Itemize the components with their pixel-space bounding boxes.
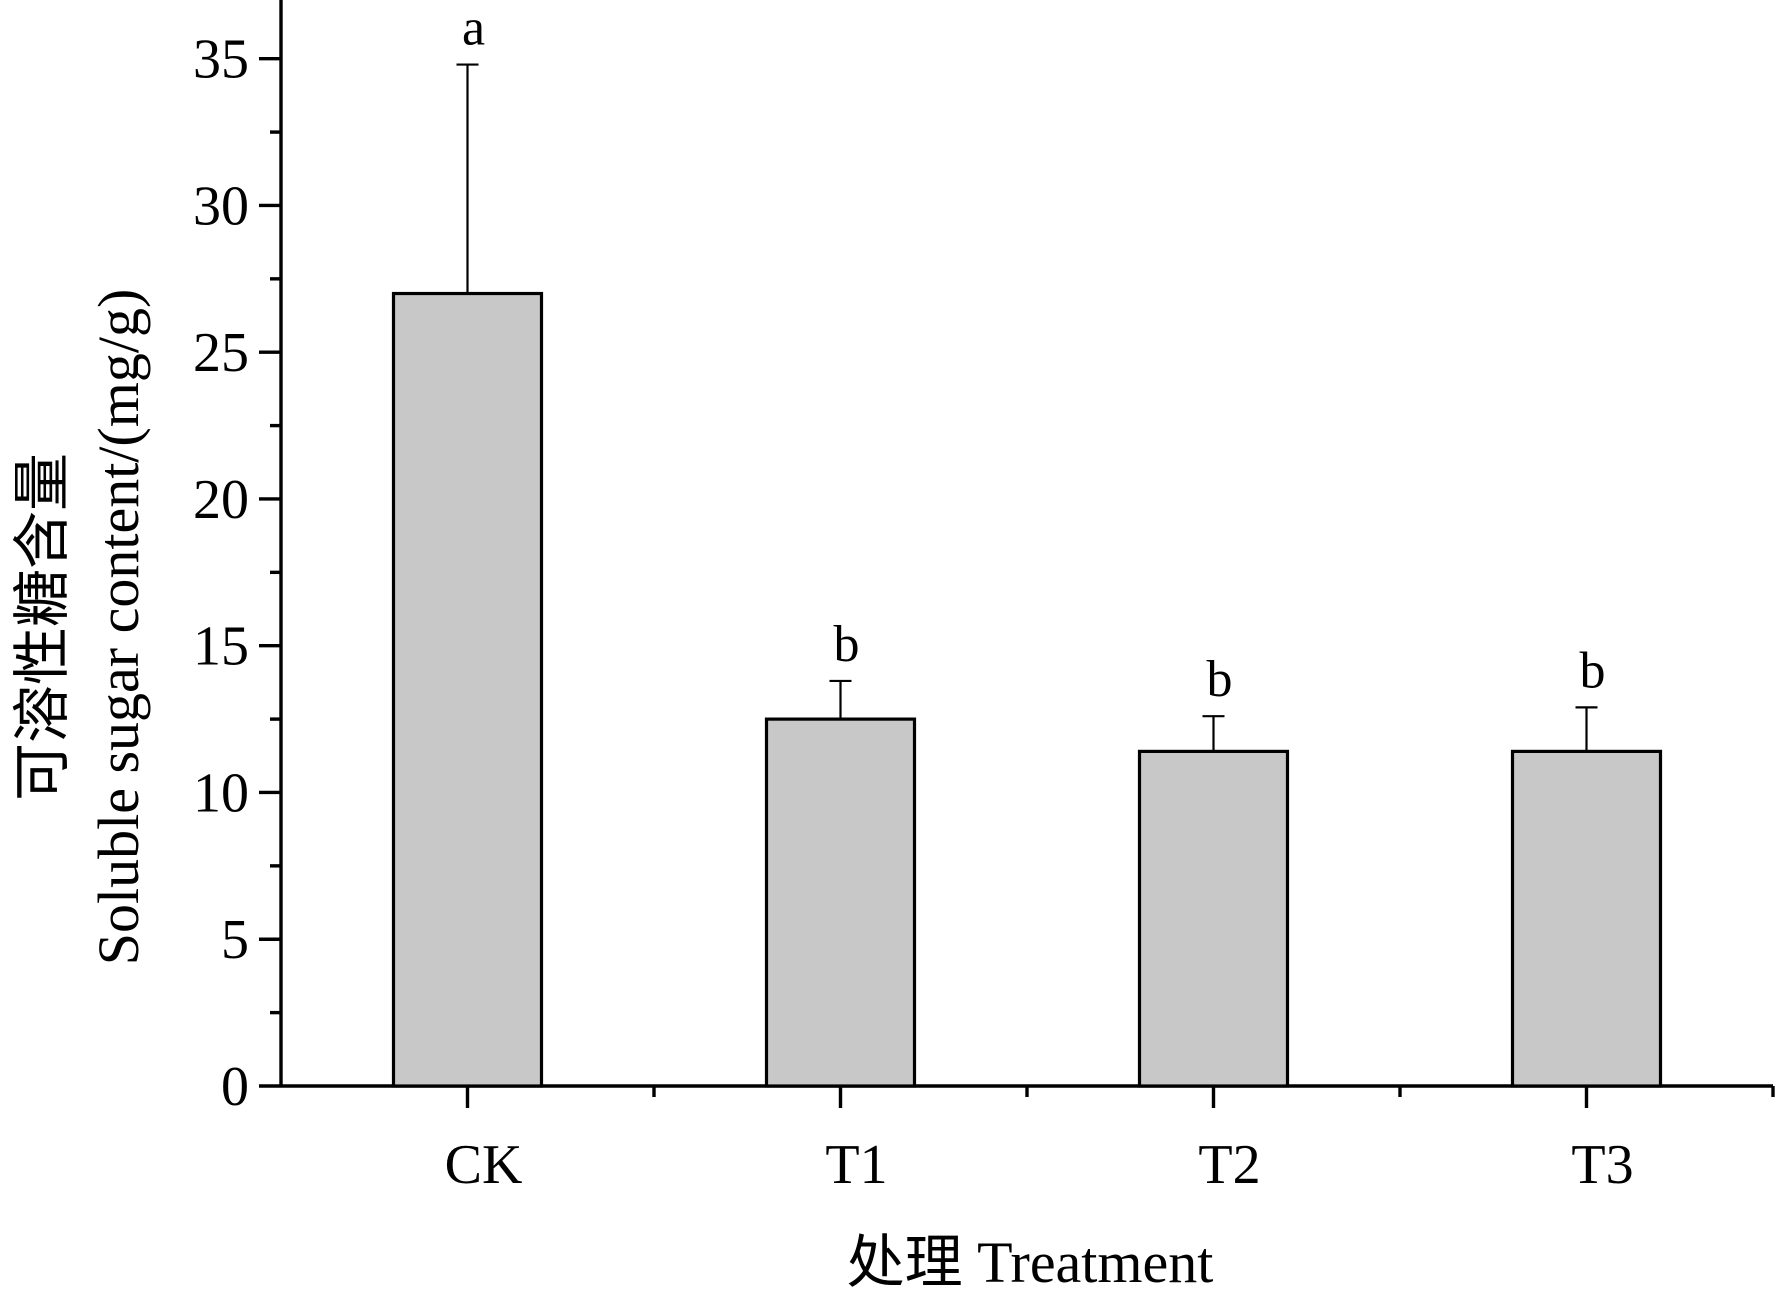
y-tick-label: 15	[193, 616, 249, 678]
y-tick-label: 5	[221, 909, 249, 971]
bar-t2	[1137, 749, 1290, 1088]
y-tick-label: 25	[193, 322, 249, 384]
significance-letter: a	[462, 0, 485, 57]
significance-letter: b	[1207, 651, 1233, 708]
bar-t1	[764, 717, 917, 1088]
y-axis-title-en: Soluble sugar content/(mg/g)	[86, 289, 151, 966]
y-tick-label: 0	[221, 1056, 249, 1118]
x-tick-label: CK	[445, 1134, 523, 1196]
significance-letters: a b b b	[462, 0, 1606, 708]
x-tick-label: T3	[1571, 1134, 1633, 1196]
significance-letter: b	[834, 616, 860, 673]
x-axis: CK T1 T2 T3	[281, 1084, 1775, 1196]
bar-ck	[391, 291, 544, 1088]
y-axis: 0 5 10 15 20 25 30 35	[193, 0, 283, 1118]
y-axis-title-cn: 可溶性糖含量	[10, 453, 75, 801]
x-axis-title: 处理 Treatment	[847, 1230, 1214, 1295]
y-tick-label: 35	[193, 29, 249, 91]
y-tick-label: 30	[193, 175, 249, 237]
bars	[391, 291, 1663, 1088]
x-tick-label: T1	[825, 1134, 887, 1196]
y-tick-label: 10	[193, 762, 249, 824]
error-bars	[456, 63, 1598, 752]
significance-letter: b	[1580, 642, 1606, 699]
y-tick-label: 20	[193, 469, 249, 531]
x-tick-label: T2	[1198, 1134, 1260, 1196]
bar-t3	[1510, 749, 1663, 1088]
